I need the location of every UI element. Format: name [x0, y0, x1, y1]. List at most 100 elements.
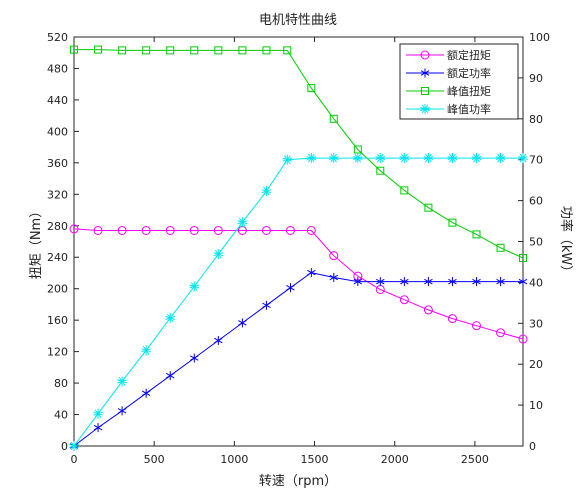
data-point: [400, 277, 409, 287]
left-y-tick-label: 40: [54, 409, 68, 422]
data-point: [519, 254, 527, 263]
data-point: [496, 328, 506, 338]
data-point: [329, 251, 339, 261]
left-y-tick-label: 440: [47, 94, 68, 107]
legend-label: 额定功率: [447, 66, 491, 80]
data-point: [448, 218, 457, 227]
data-point: [214, 46, 223, 55]
x-tick-label: 2000: [381, 453, 409, 466]
data-point: [307, 268, 316, 278]
data-point: [495, 153, 506, 164]
data-point: [262, 300, 271, 310]
data-point: [141, 388, 151, 398]
data-point: [424, 277, 433, 287]
left-y-tick-label: 480: [47, 62, 68, 75]
x-tick-label: 1500: [301, 453, 329, 466]
right-y-axis-ticks: 0 10 20 30 40 50 60 70 80 90 100: [518, 31, 550, 453]
data-point: [238, 46, 247, 55]
series-line: [73, 272, 523, 447]
data-point: [472, 230, 481, 239]
right-y-tick-label: 30: [529, 317, 543, 330]
data-point: [93, 408, 103, 419]
data-point: [117, 376, 127, 387]
left-y-tick-label: 240: [47, 251, 68, 264]
data-point: [238, 318, 247, 328]
data-point: [423, 153, 434, 164]
legend-label: 峰值扭矩: [447, 84, 491, 98]
data-point: [306, 225, 316, 235]
data-point: [353, 153, 363, 164]
right-y-tick-label: 10: [529, 399, 543, 412]
data-point: [375, 153, 386, 164]
data-point: [141, 225, 151, 235]
left-y-tick-label: 360: [47, 157, 68, 170]
left-y-axis-ticks: 0 40 80 120 160 200 240 280 320 360 400 440 480 520: [47, 31, 79, 453]
right-y-tick-label: 80: [529, 113, 543, 126]
data-point: [213, 225, 223, 235]
data-point: [165, 225, 175, 235]
data-point: [117, 225, 127, 235]
data-point: [190, 353, 199, 363]
series-0: [69, 224, 528, 344]
data-point: [189, 225, 199, 235]
data-point: [496, 243, 505, 252]
series-layer: [69, 45, 528, 451]
data-point: [283, 46, 292, 55]
legend-marker: [420, 50, 430, 60]
data-point: [214, 335, 223, 345]
data-point: [329, 272, 339, 282]
data-point: [286, 283, 295, 293]
right-y-tick-label: 0: [529, 440, 536, 453]
data-point: [190, 46, 199, 55]
data-point: [285, 225, 295, 235]
right-y-tick-label: 40: [529, 276, 543, 289]
data-point: [376, 166, 385, 175]
x-tick-label: 2500: [461, 453, 489, 466]
left-y-tick-label: 320: [47, 188, 68, 201]
data-point: [69, 441, 79, 451]
data-point: [93, 423, 103, 433]
legend-marker: [420, 104, 430, 114]
data-point: [471, 321, 481, 331]
chart-title: 电机特性曲线: [259, 13, 337, 28]
data-point: [400, 186, 409, 195]
data-point: [423, 305, 433, 315]
data-point: [213, 249, 224, 260]
left-y-tick-label: 280: [47, 220, 68, 233]
data-point: [471, 153, 482, 164]
legend-label: 峰值功率: [447, 102, 491, 116]
data-point: [376, 277, 385, 287]
series-2: [70, 45, 527, 263]
data-point: [118, 46, 127, 55]
x-tick-label: 1000: [220, 453, 248, 466]
data-point: [262, 46, 271, 55]
left-y-axis-label: 扭矩（Nm）: [29, 205, 44, 279]
data-point: [447, 153, 458, 164]
data-point: [69, 224, 79, 234]
data-point: [329, 153, 339, 164]
data-point: [447, 314, 457, 324]
legend-label: 额定扭矩: [447, 48, 491, 62]
legend-marker: [420, 68, 430, 78]
series-line: [73, 157, 523, 447]
right-y-axis-label: 功率（kW）: [558, 206, 574, 278]
data-point: [141, 345, 151, 356]
data-point: [166, 46, 175, 55]
left-y-tick-label: 120: [47, 346, 68, 359]
right-y-tick-label: 100: [529, 31, 550, 44]
data-point: [353, 277, 363, 287]
data-point: [448, 277, 457, 287]
data-point: [518, 277, 528, 287]
right-y-tick-label: 70: [529, 154, 543, 167]
x-axis-ticks: 0 500 1000 1500 2000 2500: [71, 37, 489, 466]
legend-marker: [421, 87, 429, 95]
data-point: [165, 371, 175, 381]
right-y-tick-label: 60: [529, 195, 543, 208]
left-y-tick-label: 160: [47, 314, 68, 327]
data-point: [237, 217, 248, 228]
right-y-tick-label: 20: [529, 358, 543, 371]
data-point: [165, 312, 175, 323]
data-point: [261, 186, 272, 197]
x-tick-label: 0: [71, 453, 78, 466]
left-y-tick-label: 520: [47, 31, 68, 44]
